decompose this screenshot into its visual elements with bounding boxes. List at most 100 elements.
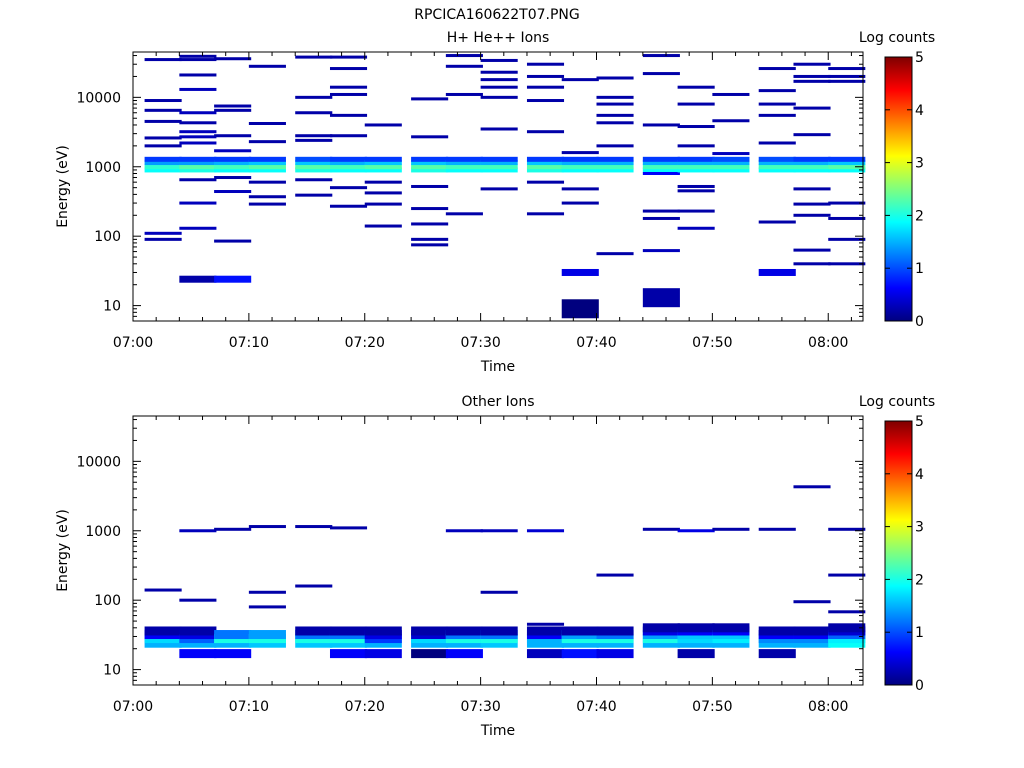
heatmap-cell bbox=[793, 167, 831, 173]
heatmap-cell bbox=[480, 590, 518, 594]
heatmap-cell bbox=[179, 160, 217, 166]
x-tick-label: 07:50 bbox=[692, 699, 732, 715]
heatmap-cell bbox=[526, 85, 565, 89]
heatmap-cell bbox=[712, 152, 750, 156]
heatmap-cell bbox=[248, 180, 286, 184]
heatmap-cell bbox=[758, 527, 796, 531]
heatmap-cell bbox=[445, 92, 483, 96]
heatmap-cell bbox=[712, 623, 750, 633]
heatmap-cell bbox=[214, 108, 252, 112]
heatmap-cell bbox=[179, 201, 217, 205]
heatmap-cell bbox=[329, 113, 368, 117]
heatmap-cell bbox=[758, 220, 796, 224]
heatmap-cell bbox=[642, 167, 680, 173]
heatmap-cell bbox=[411, 164, 449, 170]
heatmap-cell bbox=[445, 164, 483, 170]
heatmap-cell bbox=[144, 237, 182, 241]
heatmap-cell bbox=[179, 638, 217, 648]
heatmap-cell bbox=[214, 239, 252, 243]
heatmap-cell bbox=[295, 167, 333, 173]
colorbar-tick-label: 4 bbox=[915, 467, 924, 483]
heatmap-cell bbox=[179, 164, 217, 170]
heatmap-cell bbox=[793, 74, 831, 78]
heatmap-cell bbox=[758, 167, 796, 173]
heatmap-cell bbox=[364, 156, 402, 162]
heatmap-cell bbox=[445, 529, 483, 533]
heatmap-cell bbox=[179, 178, 217, 182]
heatmap-cell bbox=[248, 64, 286, 68]
heatmap-cell bbox=[144, 144, 182, 148]
heatmap-cell bbox=[596, 626, 634, 636]
heatmap-cell bbox=[793, 156, 831, 162]
heatmap-cell bbox=[642, 123, 680, 127]
heatmap-cell bbox=[526, 62, 565, 66]
heatmap-cell bbox=[793, 626, 831, 636]
heatmap-cell bbox=[329, 526, 368, 530]
x-tick-label: 07:50 bbox=[692, 335, 732, 351]
heatmap-cell bbox=[445, 160, 483, 166]
heatmap-cell bbox=[828, 527, 866, 531]
heatmap-cell bbox=[329, 164, 368, 170]
heatmap-cell bbox=[596, 156, 634, 162]
heatmap-cell bbox=[596, 113, 634, 117]
heatmap-cell bbox=[828, 237, 866, 241]
heatmap-cell bbox=[364, 160, 402, 166]
heatmap-cell bbox=[828, 573, 866, 577]
heatmap-cell bbox=[642, 527, 680, 531]
heatmap-cell bbox=[295, 584, 333, 588]
y-tick-label: 10000 bbox=[76, 90, 121, 106]
heatmap-cell bbox=[526, 156, 565, 162]
heatmap-cell bbox=[526, 622, 565, 626]
heatmap-cell bbox=[480, 78, 518, 82]
heatmap-cell bbox=[411, 184, 449, 188]
heatmap-cell bbox=[828, 79, 866, 83]
heatmap-cell bbox=[642, 72, 680, 76]
heatmap-cell bbox=[712, 164, 750, 170]
heatmap-cell bbox=[828, 623, 866, 633]
heatmap-cell bbox=[677, 623, 715, 633]
heatmap-cell bbox=[642, 249, 680, 253]
y-tick-label: 100 bbox=[94, 593, 121, 609]
heatmap-cell bbox=[677, 144, 715, 148]
heatmap-cell bbox=[758, 102, 796, 106]
heatmap-cell bbox=[712, 92, 750, 96]
heatmap-cell bbox=[295, 638, 333, 648]
heatmap-cell bbox=[828, 160, 866, 166]
heatmap-cell bbox=[758, 268, 796, 276]
heatmap-cell bbox=[677, 226, 715, 230]
heatmap-cell bbox=[561, 299, 599, 319]
heatmap-cell bbox=[758, 649, 796, 659]
heatmap-cell bbox=[364, 202, 402, 206]
heatmap-cell bbox=[445, 212, 483, 216]
heatmap-cell bbox=[179, 141, 217, 145]
heatmap-cell bbox=[214, 156, 252, 162]
heatmap-cell bbox=[793, 213, 831, 217]
x-tick-label: 07:00 bbox=[113, 335, 153, 351]
heatmap-cell bbox=[526, 180, 565, 184]
heatmap-cell bbox=[214, 638, 252, 648]
heatmap-cell bbox=[526, 167, 565, 173]
y-tick-label: 10 bbox=[103, 663, 121, 679]
heatmap-cell bbox=[596, 121, 634, 125]
heatmap-cell bbox=[445, 626, 483, 636]
heatmap-cell bbox=[248, 605, 286, 609]
plot-frame bbox=[132, 415, 864, 686]
heatmap-cell bbox=[758, 141, 796, 145]
heatmap-cell bbox=[411, 97, 449, 101]
figure-title: RPCICA160622T07.PNG bbox=[414, 7, 579, 23]
heatmap-cell bbox=[295, 138, 333, 142]
heatmap-cell bbox=[445, 156, 483, 162]
heatmap-cell bbox=[329, 638, 368, 648]
heatmap-cell bbox=[214, 57, 252, 61]
heatmap-cell bbox=[828, 74, 866, 78]
heatmap-cell bbox=[828, 262, 866, 266]
x-axis-label: Time bbox=[480, 723, 515, 739]
heatmap-cell bbox=[480, 58, 518, 62]
heatmap-cell bbox=[480, 85, 518, 89]
colorbar-tick-label: 0 bbox=[915, 678, 924, 694]
heatmap-cell bbox=[411, 222, 449, 226]
heatmap-cell bbox=[411, 160, 449, 166]
heatmap-cell bbox=[411, 237, 449, 241]
x-tick-label: 07:20 bbox=[345, 699, 385, 715]
heatmap-cell bbox=[179, 529, 217, 533]
